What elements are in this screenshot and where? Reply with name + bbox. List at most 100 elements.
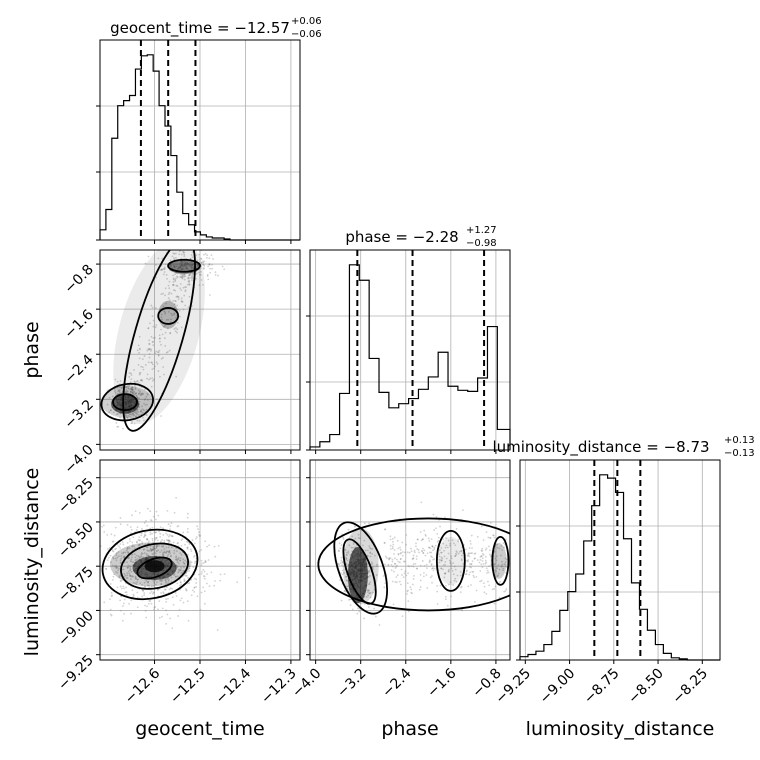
sample-point bbox=[178, 562, 180, 565]
sample-point bbox=[109, 554, 112, 557]
x-tick-label: −4.0 bbox=[289, 666, 324, 701]
sample-point bbox=[128, 372, 131, 374]
sample-point bbox=[474, 557, 476, 560]
sample-point bbox=[197, 264, 199, 267]
sample-point bbox=[134, 392, 137, 395]
sample-point bbox=[134, 575, 137, 578]
sample-point bbox=[175, 256, 177, 259]
sample-point bbox=[432, 558, 434, 561]
sample-point bbox=[488, 584, 491, 587]
sample-point bbox=[433, 529, 436, 531]
sample-point bbox=[396, 564, 398, 567]
sample-point bbox=[124, 574, 127, 577]
sample-point bbox=[155, 531, 157, 534]
sample-point bbox=[131, 389, 134, 392]
sample-point bbox=[157, 514, 160, 517]
sample-point bbox=[436, 540, 439, 543]
sample-point bbox=[345, 576, 347, 578]
sample-point bbox=[471, 570, 474, 573]
sample-point bbox=[127, 546, 129, 549]
sample-point bbox=[182, 531, 185, 534]
sample-point bbox=[127, 570, 130, 573]
sample-point bbox=[147, 348, 150, 350]
sample-point bbox=[497, 572, 500, 575]
sample-point bbox=[419, 586, 422, 588]
sample-point bbox=[405, 543, 407, 546]
sample-point bbox=[161, 333, 164, 336]
sample-point bbox=[122, 585, 125, 588]
sample-point bbox=[186, 262, 189, 265]
sample-point bbox=[157, 549, 160, 552]
sample-point bbox=[403, 560, 406, 563]
sample-point bbox=[107, 556, 110, 559]
sample-point bbox=[118, 576, 121, 579]
sample-point bbox=[422, 552, 425, 555]
sample-point bbox=[135, 528, 138, 531]
sample-point bbox=[155, 545, 158, 548]
sample-point bbox=[160, 545, 163, 548]
sample-point bbox=[178, 569, 181, 572]
sample-point bbox=[450, 595, 453, 598]
sample-point bbox=[147, 550, 150, 552]
sample-point bbox=[192, 247, 194, 249]
sample-point bbox=[202, 264, 205, 266]
sample-point bbox=[177, 298, 180, 301]
sample-point bbox=[150, 550, 153, 552]
sample-point bbox=[164, 345, 167, 347]
sample-point bbox=[481, 552, 484, 555]
sample-point bbox=[486, 569, 489, 572]
sample-point bbox=[439, 525, 441, 528]
sample-point bbox=[343, 589, 346, 592]
sample-point bbox=[393, 536, 396, 539]
sample-point bbox=[140, 532, 143, 535]
sample-point bbox=[146, 584, 149, 587]
sample-point bbox=[441, 557, 444, 560]
sample-point bbox=[426, 567, 428, 569]
sample-point bbox=[127, 551, 129, 554]
sample-point bbox=[138, 400, 141, 403]
sample-point bbox=[154, 606, 157, 608]
sample-point bbox=[109, 613, 112, 616]
sample-point bbox=[440, 567, 443, 570]
sample-point bbox=[185, 264, 188, 266]
sample-point bbox=[172, 299, 175, 302]
sample-point bbox=[175, 558, 178, 561]
sample-point bbox=[161, 539, 164, 541]
sample-point bbox=[345, 579, 348, 582]
sample-point bbox=[115, 566, 117, 569]
sample-point bbox=[416, 567, 418, 570]
sample-point bbox=[403, 551, 406, 554]
sample-point bbox=[84, 561, 86, 563]
sample-point bbox=[165, 274, 168, 276]
sample-point bbox=[177, 570, 180, 573]
sample-point bbox=[112, 575, 115, 578]
sample-point bbox=[151, 593, 154, 595]
sample-point bbox=[143, 548, 146, 551]
sample-point bbox=[388, 557, 390, 560]
sample-point bbox=[145, 538, 148, 540]
sample-point bbox=[388, 558, 390, 561]
sample-point bbox=[459, 586, 462, 589]
sample-point bbox=[190, 266, 193, 269]
sample-point bbox=[469, 563, 471, 565]
sample-point bbox=[110, 409, 112, 411]
sample-point bbox=[176, 328, 179, 331]
sample-point bbox=[163, 550, 166, 553]
sample-point bbox=[489, 536, 491, 539]
sample-point bbox=[175, 496, 178, 499]
sample-point bbox=[368, 546, 371, 549]
sample-point bbox=[184, 262, 187, 265]
sample-point bbox=[390, 564, 393, 566]
sample-point bbox=[134, 381, 136, 383]
sample-point bbox=[149, 592, 152, 595]
sample-point bbox=[159, 340, 161, 343]
sample-point bbox=[138, 397, 141, 399]
sample-point bbox=[170, 522, 173, 525]
sample-point bbox=[143, 552, 146, 554]
sample-point bbox=[143, 522, 146, 524]
sample-point bbox=[429, 576, 432, 579]
sample-point bbox=[127, 551, 130, 554]
sample-point bbox=[146, 349, 149, 352]
sample-point bbox=[501, 549, 504, 551]
sample-point bbox=[142, 416, 144, 419]
